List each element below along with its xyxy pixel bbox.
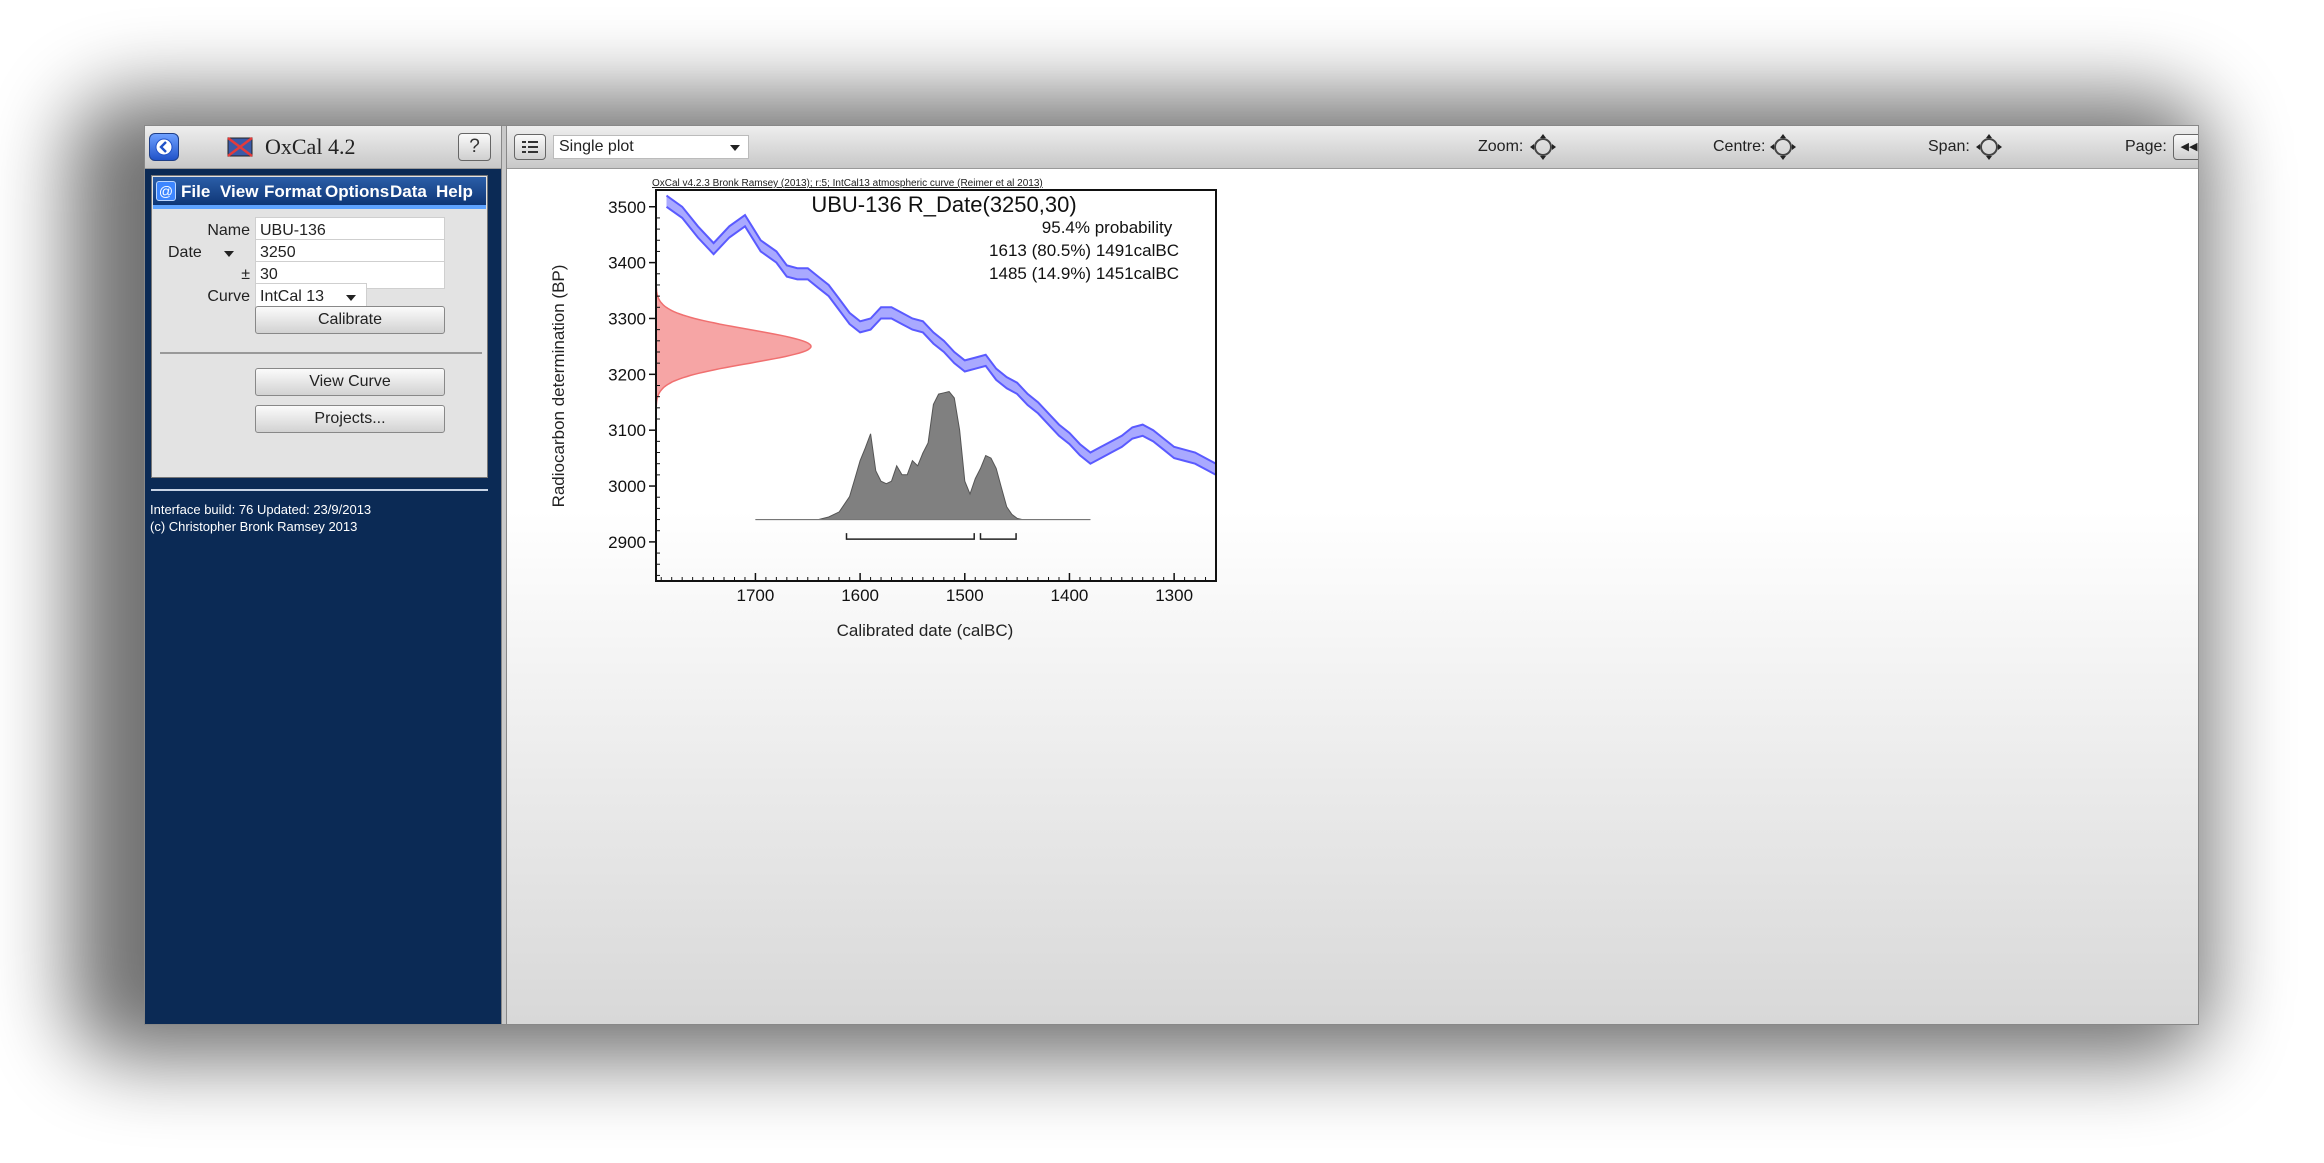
plot-mode-select[interactable]: Single plot xyxy=(553,135,749,159)
chevron-down-icon xyxy=(730,145,740,151)
menu-view[interactable]: View xyxy=(220,182,259,201)
x-tick-label-1300: 1300 xyxy=(1155,586,1193,605)
x-axis-label: Calibrated date (calBC) xyxy=(837,621,1014,640)
plot-toolbar: Single plot Zoom: Centre: Span: Page: ◀◀… xyxy=(507,126,2198,169)
span-label: Span: xyxy=(1928,138,1970,155)
pane-splitter[interactable] xyxy=(501,126,507,1024)
curve-value: IntCal 13 xyxy=(260,288,325,305)
sidebar-divider xyxy=(151,489,488,491)
copyright-info: (c) Christopher Bronk Ramsey 2013 xyxy=(150,519,358,534)
back-arrow-icon xyxy=(155,138,173,156)
view-curve-button[interactable]: View Curve xyxy=(255,368,445,396)
chevron-down-icon xyxy=(346,295,356,301)
y-tick-label-3100: 3100 xyxy=(608,421,646,440)
at-icon[interactable]: @ xyxy=(156,181,176,201)
help-button[interactable]: ? xyxy=(458,133,491,161)
x-tick-label-1400: 1400 xyxy=(1051,586,1089,605)
y-tick-label-3200: 3200 xyxy=(608,365,646,384)
plot-frame xyxy=(655,189,1217,582)
range-2: 1485 (14.9%) 1451calBC xyxy=(989,264,1179,283)
menu-bar: @ File View Format Options Data Help xyxy=(153,177,486,205)
curve-label: Curve xyxy=(207,288,250,305)
centre-label: Centre: xyxy=(1713,138,1766,155)
error-label: ± xyxy=(241,266,250,283)
menu-help[interactable]: Help xyxy=(436,182,473,201)
plot-mode-value: Single plot xyxy=(559,138,634,155)
projects-button[interactable]: Projects... xyxy=(255,405,445,433)
name-label: Name xyxy=(207,222,250,239)
zoom-label: Zoom: xyxy=(1478,138,1524,155)
y-tick-label-3500: 3500 xyxy=(608,198,646,217)
panel-divider xyxy=(160,352,482,354)
y-tick-label-3000: 3000 xyxy=(608,477,646,496)
left-toolbar: OxCal 4.2 ? xyxy=(145,126,501,169)
range-bracket-1 xyxy=(845,533,975,540)
first-page-icon: ◀◀ xyxy=(2180,141,2198,153)
chevron-down-icon xyxy=(224,251,234,257)
y-axis-label: Radiocarbon determination (BP) xyxy=(549,265,568,508)
calibration-plot: OxCal v4.2.3 Bronk Ramsey (2013); r:5; I… xyxy=(549,178,1217,640)
calibrate-button[interactable]: Calibrate xyxy=(255,306,445,334)
date-type-value: Date xyxy=(168,244,202,261)
menu-file[interactable]: File xyxy=(181,182,211,201)
zoom-dial-icon[interactable] xyxy=(1529,133,1557,161)
input-panel: @ File View Format Options Data Help Nam… xyxy=(151,175,488,478)
menu-data[interactable]: Data xyxy=(390,182,427,201)
plot-marks: 3500 3400 3300 3200 3100 3000 2900 1700 1600 1500… xyxy=(608,194,1217,605)
plot-header: OxCal v4.2.3 Bronk Ramsey (2013); r:5; I… xyxy=(652,178,1043,189)
build-info: Interface build: 76 Updated: 23/9/2013 xyxy=(150,502,372,517)
date-type-select[interactable]: Date xyxy=(168,240,248,266)
probability-heading: 95.4% probability xyxy=(1042,218,1173,237)
menu-underline xyxy=(153,205,486,209)
first-page-button[interactable]: ◀◀ xyxy=(2173,134,2198,160)
app-title: OxCal 4.2 xyxy=(265,134,356,159)
span-dial-icon[interactable] xyxy=(1975,133,2003,161)
posterior-distribution xyxy=(755,391,1091,521)
menu-options[interactable]: Options xyxy=(325,182,390,201)
x-tick-label-1600: 1600 xyxy=(841,586,879,605)
y-tick-label-3300: 3300 xyxy=(608,309,646,328)
plot-title: UBU-136 R_Date(3250,30) xyxy=(811,192,1076,217)
range-1: 1613 (80.5%) 1491calBC xyxy=(989,241,1179,260)
curve-select[interactable]: IntCal 13 xyxy=(255,283,367,309)
plot-area: OxCal v4.2.3 Bronk Ramsey (2013); r:5; I… xyxy=(507,169,2198,1024)
list-icon xyxy=(522,141,538,153)
centre-dial-icon[interactable] xyxy=(1769,133,1797,161)
measurement-distribution xyxy=(655,278,812,415)
list-view-button[interactable] xyxy=(514,134,546,160)
oxcal-logo-icon xyxy=(227,137,253,157)
calibration-curve-lower xyxy=(665,205,1217,476)
y-tick-label-2900: 2900 xyxy=(608,533,646,552)
calibration-curve-upper xyxy=(665,194,1217,465)
menu-format[interactable]: Format xyxy=(264,182,322,201)
page-label: Page: xyxy=(2125,138,2167,155)
back-button[interactable] xyxy=(149,133,179,161)
sidebar: @ File View Format Options Data Help Nam… xyxy=(145,169,501,1024)
range-bracket-2 xyxy=(979,533,1017,540)
oxcal-window: OxCal 4.2 ? @ File View Format Options D… xyxy=(144,125,2199,1025)
x-tick-label-1700: 1700 xyxy=(737,586,775,605)
x-tick-label-1500: 1500 xyxy=(946,586,984,605)
y-tick-label-3400: 3400 xyxy=(608,254,646,273)
